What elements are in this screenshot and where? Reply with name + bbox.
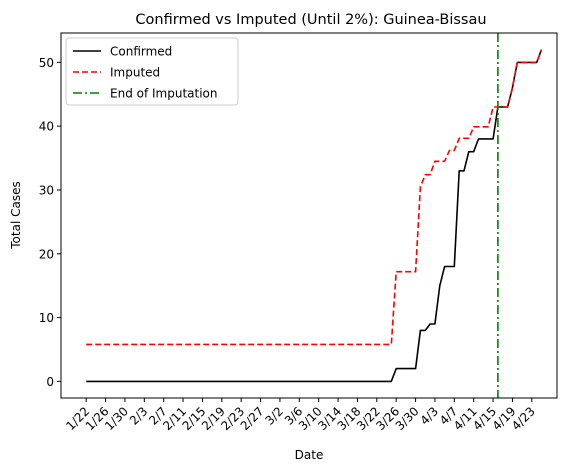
legend-box (65, 37, 239, 106)
y-tick-label: 30 (39, 183, 54, 197)
chart-title: Confirmed vs Imputed (Until 2%): Guinea-… (135, 12, 486, 28)
y-tick-label: 20 (39, 247, 54, 261)
x-axis: 1/221/261/302/32/72/112/152/192/232/273/… (63, 398, 538, 433)
y-axis-label: Total Cases (9, 181, 23, 249)
plot-frame (60, 32, 558, 399)
y-tick-label: 50 (39, 56, 54, 70)
y-tick-label: 0 (46, 375, 54, 389)
x-tick-label: 4/23 (509, 404, 538, 433)
y-tick-label: 10 (39, 311, 54, 325)
y-tick-label: 40 (39, 120, 54, 134)
legend: Confirmed Imputed End of Imputation (65, 37, 239, 106)
x-axis-label: Date (295, 448, 324, 462)
y-axis: 0 10 20 30 40 50 (39, 56, 61, 389)
legend-label: End of Imputation (110, 87, 218, 101)
legend-label: Confirmed (110, 45, 172, 59)
legend-label: Imputed (110, 66, 160, 80)
series-line-imputed (86, 49, 543, 346)
